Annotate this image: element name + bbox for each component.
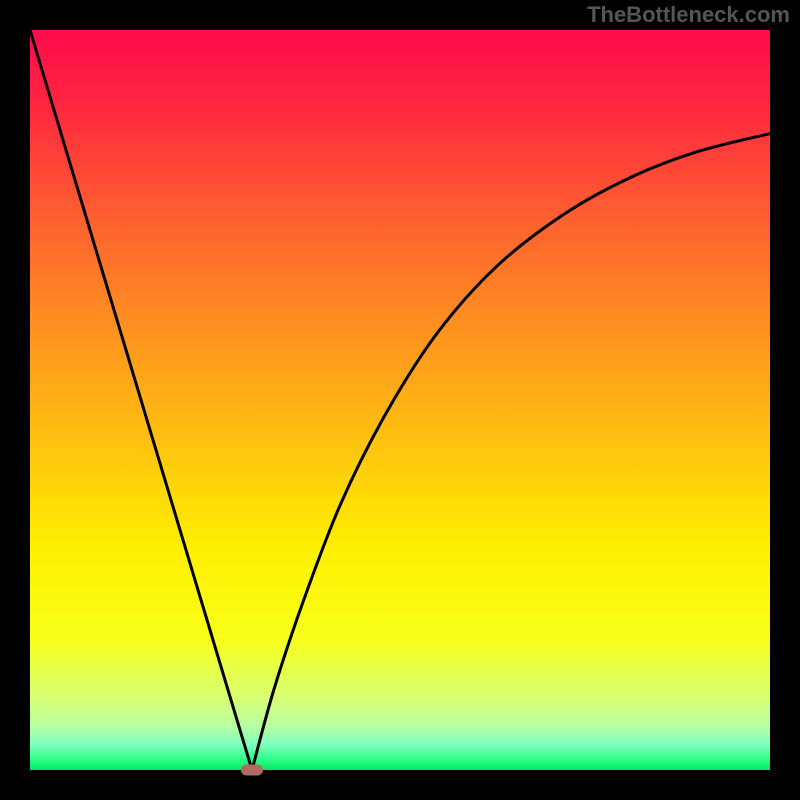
chart-curve-layer xyxy=(30,30,770,770)
watermark-text: TheBottleneck.com xyxy=(587,2,790,28)
chart-plot-area xyxy=(30,30,770,770)
minimum-marker xyxy=(241,764,263,775)
curve-left-branch xyxy=(30,30,252,770)
curve-right-branch xyxy=(252,134,770,770)
